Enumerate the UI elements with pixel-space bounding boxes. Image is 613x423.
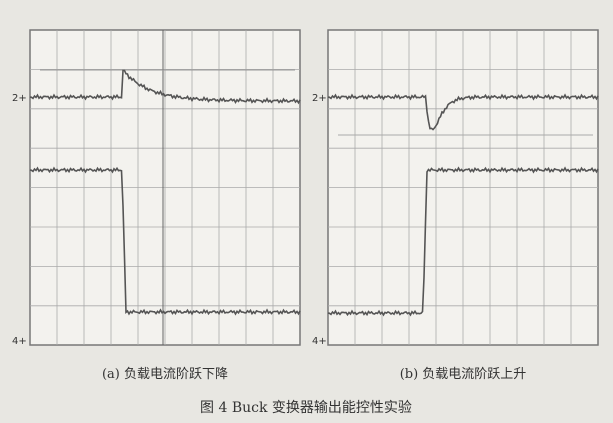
figure-caption: 图 4 Buck 变换器输出能控性实验 <box>200 399 412 416</box>
channel-marker: 2+ <box>312 93 327 104</box>
figure: 2+ 4+ 2+ 4+ (a) 负载电流阶跃下降 (b) 负载电流阶跃上升 图 … <box>0 0 613 423</box>
channel-marker: 2+ <box>12 93 27 104</box>
channel-marker: 4+ <box>312 336 327 347</box>
page: 2+ 4+ 2+ 4+ (a) 负载电流阶跃下降 (b) 负载电流阶跃上升 图 … <box>0 0 613 423</box>
scope-panel-b <box>328 30 598 345</box>
subfigure-caption: (b) 负载电流阶跃上升 <box>400 367 527 382</box>
channel-marker: 4+ <box>12 336 27 347</box>
subfigure-caption: (a) 负载电流阶跃下降 <box>102 367 228 382</box>
scope-panel-a <box>30 30 300 345</box>
